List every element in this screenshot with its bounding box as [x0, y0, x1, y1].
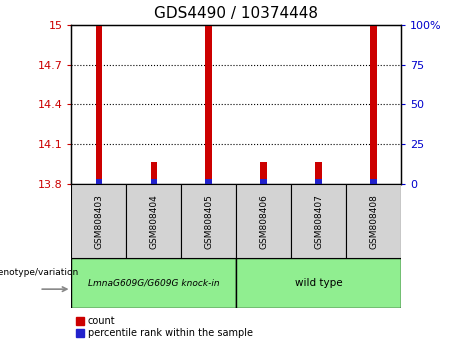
Bar — [71, 184, 126, 258]
Bar — [95, 25, 102, 184]
Bar — [346, 184, 401, 258]
Text: GSM808407: GSM808407 — [314, 194, 323, 249]
Bar — [151, 179, 157, 184]
Bar — [71, 258, 236, 308]
Legend: count, percentile rank within the sample: count, percentile rank within the sample — [77, 316, 253, 338]
Bar — [151, 161, 157, 184]
Bar — [370, 25, 377, 184]
Bar — [260, 161, 267, 184]
Title: GDS4490 / 10374448: GDS4490 / 10374448 — [154, 6, 318, 21]
Bar — [236, 184, 291, 258]
Bar — [260, 179, 267, 184]
Text: wild type: wild type — [295, 278, 343, 288]
Bar — [236, 258, 401, 308]
Text: GSM808404: GSM808404 — [149, 194, 159, 249]
Bar — [126, 184, 181, 258]
Text: GSM808408: GSM808408 — [369, 194, 378, 249]
Text: genotype/variation: genotype/variation — [0, 268, 79, 277]
Bar — [370, 179, 377, 184]
Bar — [95, 179, 102, 184]
Bar — [206, 25, 212, 184]
Bar — [181, 184, 236, 258]
Bar — [315, 179, 322, 184]
Text: GSM808406: GSM808406 — [259, 194, 268, 249]
Bar — [206, 179, 212, 184]
Bar — [315, 161, 322, 184]
Text: GSM808405: GSM808405 — [204, 194, 213, 249]
Bar — [291, 184, 346, 258]
Text: GSM808403: GSM808403 — [95, 194, 103, 249]
Text: LmnaG609G/G609G knock-in: LmnaG609G/G609G knock-in — [88, 279, 220, 288]
